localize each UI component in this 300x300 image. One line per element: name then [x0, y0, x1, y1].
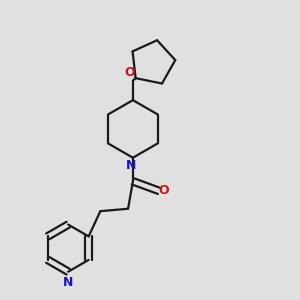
Text: O: O: [124, 66, 135, 79]
Text: O: O: [159, 184, 169, 197]
Text: N: N: [63, 276, 74, 289]
Text: N: N: [126, 159, 136, 172]
